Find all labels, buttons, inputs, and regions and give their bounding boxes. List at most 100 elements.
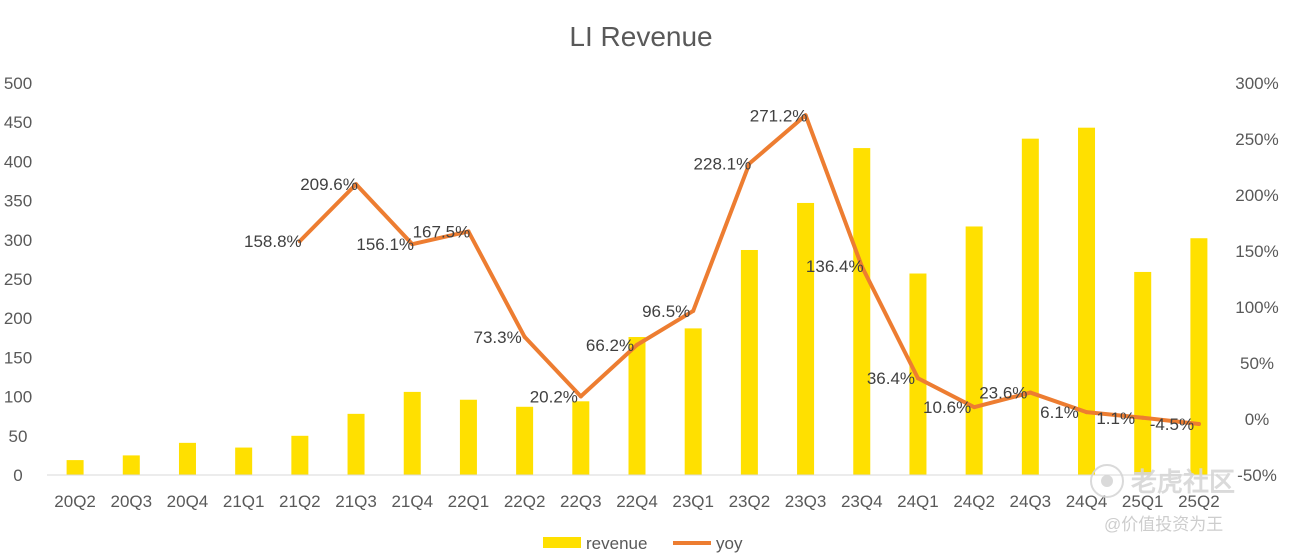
revenue-bars bbox=[66, 127, 1208, 476]
yoy-point bbox=[1196, 422, 1201, 427]
legend: revenue yoy bbox=[543, 534, 743, 553]
yoy-point bbox=[915, 376, 920, 381]
x-tick-label: 25Q1 bbox=[1122, 492, 1164, 511]
revenue-bar bbox=[459, 399, 477, 475]
x-tick-label: 21Q1 bbox=[223, 492, 265, 511]
yoy-point bbox=[466, 229, 471, 234]
right-tick-label: 100% bbox=[1235, 298, 1278, 317]
left-tick-label: 50 bbox=[9, 427, 28, 446]
yoy-data-labels: 158.8% 209.6% 156.1%167.5% 73.3% 20.2% 66.2% 9… bbox=[244, 106, 1194, 434]
yoy-data-label: 6.1% bbox=[1040, 403, 1079, 422]
yoy-data-label: 156.1% bbox=[356, 235, 414, 254]
right-tick-label: 200% bbox=[1235, 186, 1278, 205]
legend-swatch-revenue bbox=[543, 537, 581, 548]
revenue-bar bbox=[347, 413, 365, 475]
x-tick-label: 23Q4 bbox=[841, 492, 883, 511]
x-tick-label: 21Q3 bbox=[335, 492, 377, 511]
x-tick-label: 24Q3 bbox=[1010, 492, 1052, 511]
legend-label-yoy: yoy bbox=[716, 534, 743, 553]
right-tick-label: 50% bbox=[1240, 354, 1274, 373]
right-tick-label: -50% bbox=[1237, 466, 1277, 485]
chart-title: LI Revenue bbox=[569, 21, 712, 52]
x-tick-label: 25Q2 bbox=[1178, 492, 1220, 511]
revenue-bar bbox=[797, 202, 815, 475]
yoy-point bbox=[354, 182, 359, 187]
x-tick-label: 22Q2 bbox=[504, 492, 546, 511]
yoy-data-label: 10.6% bbox=[923, 398, 971, 417]
left-tick-label: 100 bbox=[4, 388, 32, 407]
yoy-point bbox=[410, 242, 415, 247]
revenue-bar bbox=[291, 435, 309, 475]
right-axis: -50% 0% 50% 100% 150% 200% 250% 300% bbox=[1235, 74, 1278, 485]
revenue-bar bbox=[516, 406, 534, 475]
x-tick-label: 23Q1 bbox=[672, 492, 714, 511]
yoy-data-label: 1.1% bbox=[1096, 409, 1135, 428]
yoy-point bbox=[635, 342, 639, 347]
revenue-bar bbox=[235, 447, 253, 475]
watermark-logo-text: 老虎社区 bbox=[1131, 467, 1235, 497]
revenue-bar bbox=[740, 249, 758, 475]
left-tick-label: 0 bbox=[13, 466, 22, 485]
yoy-point bbox=[578, 394, 583, 399]
yoy-point bbox=[1140, 415, 1145, 420]
yoy-point bbox=[522, 334, 527, 339]
x-tick-label: 23Q3 bbox=[785, 492, 827, 511]
x-tick-label: 22Q4 bbox=[616, 492, 658, 511]
left-tick-label: 200 bbox=[4, 309, 32, 328]
yoy-data-label: 158.8% bbox=[244, 232, 302, 251]
left-tick-label: 250 bbox=[4, 270, 32, 289]
yoy-data-label: 271.2% bbox=[750, 106, 808, 125]
watermark: 老虎社区 @价值投资为王 bbox=[1090, 464, 1235, 534]
left-tick-label: 350 bbox=[4, 192, 32, 211]
right-tick-label: 300% bbox=[1235, 74, 1278, 93]
yoy-point bbox=[1028, 390, 1033, 395]
revenue-bar bbox=[178, 442, 196, 475]
yoy-point bbox=[972, 405, 977, 410]
x-tick-label: 20Q4 bbox=[167, 492, 209, 511]
right-tick-label: 250% bbox=[1235, 130, 1278, 149]
revenue-bar bbox=[1190, 238, 1208, 475]
x-axis: 20Q2 20Q3 20Q4 21Q1 21Q2 21Q3 21Q4 22Q1 22Q2 22Q3… bbox=[54, 492, 1219, 511]
yoy-data-label: 167.5% bbox=[413, 222, 471, 241]
yoy-data-label: 228.1% bbox=[694, 155, 752, 174]
x-tick-label: 20Q3 bbox=[110, 492, 152, 511]
yoy-data-label: 209.6% bbox=[300, 175, 358, 194]
revenue-bar bbox=[1134, 271, 1152, 475]
revenue-bar bbox=[403, 391, 421, 475]
x-tick-label: 22Q3 bbox=[560, 492, 602, 511]
left-axis: 0 50 100 150 200 250 300 350 400 450 500 bbox=[4, 74, 32, 485]
yoy-data-label: 96.5% bbox=[642, 302, 690, 321]
yoy-data-label: 136.4% bbox=[806, 257, 864, 276]
yoy-point bbox=[803, 113, 808, 118]
yoy-data-label: -4.5% bbox=[1150, 415, 1194, 434]
x-tick-label: 23Q2 bbox=[729, 492, 771, 511]
watermark-handle: @价值投资为王 bbox=[1104, 515, 1223, 534]
yoy-point bbox=[747, 161, 752, 166]
revenue-bar bbox=[122, 455, 140, 475]
yoy-data-label: 23.6% bbox=[979, 384, 1027, 403]
left-tick-label: 300 bbox=[4, 231, 32, 250]
yoy-data-label: 36.4% bbox=[867, 369, 915, 388]
legend-label-revenue: revenue bbox=[586, 534, 647, 553]
watermark-logo-icon bbox=[1090, 464, 1124, 498]
yoy-data-label: 73.3% bbox=[474, 328, 522, 347]
yoy-point bbox=[691, 308, 696, 313]
watermark-logo-dot-icon bbox=[1101, 475, 1113, 487]
left-tick-label: 400 bbox=[4, 152, 32, 171]
yoy-point bbox=[297, 239, 302, 244]
yoy-line-series bbox=[297, 113, 1201, 427]
x-tick-label: 20Q2 bbox=[54, 492, 96, 511]
x-tick-label: 24Q2 bbox=[953, 492, 995, 511]
revenue-bar bbox=[628, 337, 646, 475]
revenue-bar bbox=[1021, 138, 1039, 475]
yoy-point bbox=[859, 264, 864, 269]
yoy-data-label: 20.2% bbox=[530, 387, 578, 406]
revenue-bar bbox=[66, 460, 84, 475]
left-tick-label: 500 bbox=[4, 74, 32, 93]
x-tick-label: 22Q1 bbox=[448, 492, 490, 511]
revenue-bar bbox=[853, 148, 871, 475]
revenue-bar bbox=[684, 328, 702, 475]
right-tick-label: 0% bbox=[1245, 410, 1270, 429]
yoy-point bbox=[1084, 410, 1089, 415]
